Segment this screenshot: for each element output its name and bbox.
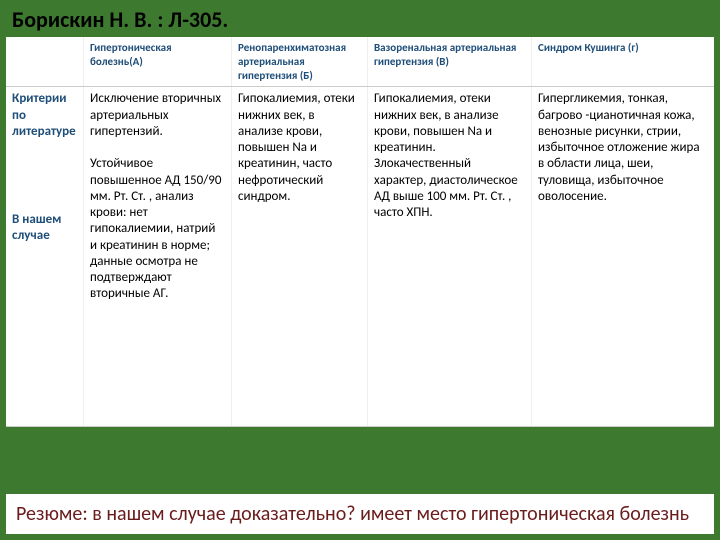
row-label-col: Критерии по литературе В нашем случае bbox=[6, 87, 84, 426]
table-row: Критерии по литературе В нашем случае Ис… bbox=[6, 87, 714, 427]
cell-d: Гипергликемия, тонкая, багрово -цианотич… bbox=[532, 87, 710, 426]
page-title: Борискин Н. В. : Л-305. bbox=[0, 0, 720, 37]
cell-b: Гипокалиемия, отеки нижних век, в анализ… bbox=[232, 87, 368, 426]
resume-text: Резюме: в нашем случае доказательно? име… bbox=[6, 494, 714, 534]
header-col-d: Синдром Кушинга (г) bbox=[532, 37, 710, 86]
row-label-1: Критерии по литературе bbox=[12, 91, 76, 139]
header-col-b: Ренопаренхиматозная артериальная гиперте… bbox=[232, 37, 368, 86]
comparison-table: Гипертоническая болезнь(А) Ренопаренхима… bbox=[6, 37, 714, 427]
table-header-row: Гипертоническая болезнь(А) Ренопаренхима… bbox=[6, 37, 714, 87]
cell-c: Гипокалиемия, отеки нижних век, в анализ… bbox=[368, 87, 532, 426]
header-col-c: Вазоренальная артериальная гипертензия (… bbox=[368, 37, 532, 86]
header-blank bbox=[6, 37, 84, 86]
row-label-2: В нашем случае bbox=[12, 212, 77, 245]
cell-a: Исключение вторичных артериальных гиперт… bbox=[84, 87, 232, 426]
header-col-a: Гипертоническая болезнь(А) bbox=[84, 37, 232, 86]
